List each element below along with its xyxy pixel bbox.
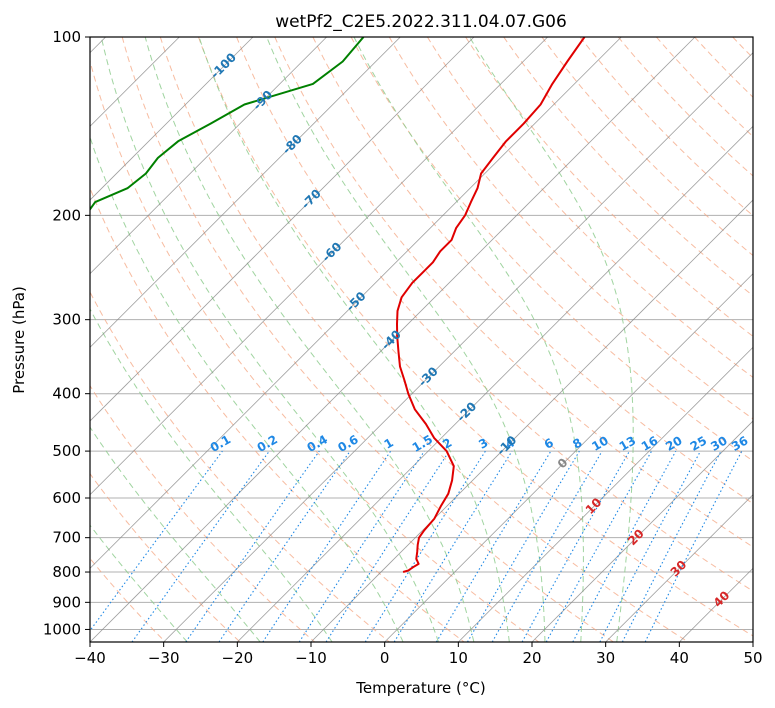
isotherm-line — [90, 37, 622, 569]
mixing-ratio-line — [325, 450, 450, 642]
dry-adiabat-line — [465, 37, 753, 337]
dry-adiabat-line — [236, 37, 753, 592]
isotherm-line — [310, 199, 753, 642]
x-tick-label: −20 — [222, 649, 254, 667]
mixing-ratio-line — [185, 450, 320, 642]
dry-adiabat-line — [312, 37, 753, 505]
plot-frame — [89, 36, 754, 643]
dry-adiabat-line — [90, 291, 390, 642]
dry-adiabat-line — [121, 37, 614, 642]
dry-adiabat-line — [90, 186, 465, 642]
y-tick-label: 400 — [52, 385, 81, 403]
y-tick-label: 700 — [52, 529, 81, 547]
x-tick-label: 50 — [743, 649, 762, 667]
isotherm-line — [90, 37, 327, 275]
mixing-ratio-line — [572, 450, 677, 642]
x-tick-label: 20 — [522, 649, 541, 667]
isotherm-line — [163, 52, 753, 642]
isotherm-line — [237, 125, 753, 642]
x-axis-title: Temperature (°C) — [355, 679, 485, 697]
isotherm-line — [90, 37, 548, 496]
x-tick-label: −30 — [148, 649, 180, 667]
chart-title: wetPf2_C2E5.2022.311.04.07.G06 — [275, 12, 567, 32]
mixing-ratio-line — [131, 450, 270, 642]
background-lines-layer — [90, 37, 753, 642]
y-tick-label: 800 — [52, 563, 81, 581]
mixing-ratio-line — [393, 450, 513, 642]
moist-adiabat-line — [198, 37, 510, 642]
mixing-ratio-line — [644, 450, 743, 642]
y-axis: 100 200 300 400 500 600 700 800 900 1000 — [43, 28, 90, 638]
y-tick-label: 500 — [52, 442, 81, 460]
moist-adiabat-line — [90, 135, 404, 642]
mixing-ratio-line — [521, 450, 630, 642]
mixing-ratio-line — [218, 450, 351, 642]
dry-adiabat-line — [541, 37, 753, 257]
y-tick-label: 600 — [52, 489, 81, 507]
moist-adiabat-line — [144, 37, 475, 642]
y-axis-title: Pressure (hPa) — [10, 286, 28, 394]
dry-adiabat-line — [90, 59, 540, 642]
moist-adiabat-line — [90, 426, 261, 642]
moist-adiabat-line — [90, 524, 188, 642]
isotherm-line — [458, 346, 753, 642]
dry-adiabat-line — [579, 37, 753, 217]
dry-adiabat-line — [198, 37, 753, 637]
isotherm-line — [531, 420, 753, 642]
y-tick-label: 300 — [52, 311, 81, 329]
y-tick-label: 200 — [52, 206, 81, 224]
temperature-profile-line — [396, 37, 586, 573]
x-tick-label: 10 — [449, 649, 468, 667]
isotherm-line — [90, 37, 696, 642]
isotherm-line — [605, 494, 753, 642]
dry-adiabat-line — [159, 37, 689, 642]
plot-background — [90, 37, 753, 642]
mixing-ratio-line — [298, 450, 425, 642]
y-tick-label: 1000 — [43, 620, 81, 638]
x-tick-label: −40 — [74, 649, 106, 667]
isotherm-line — [90, 37, 254, 201]
isotherm-line — [384, 273, 753, 642]
x-axis: −40 −30 −20 −10 0 10 20 30 40 50 — [74, 642, 763, 667]
dry-adiabat-line — [388, 37, 753, 420]
x-tick-label: 0 — [380, 649, 390, 667]
dry-adiabat-line — [426, 37, 753, 378]
x-tick-label: −10 — [295, 649, 327, 667]
x-tick-label: 40 — [670, 649, 689, 667]
mixing-ratio-line — [90, 450, 223, 632]
series-layer — [90, 37, 586, 573]
dewpoint-profile-line — [90, 37, 365, 212]
isotherm-line — [90, 37, 475, 422]
isotherm-line — [90, 37, 401, 348]
y-tick-label: 100 — [52, 28, 81, 46]
moist-adiabat-line — [90, 308, 333, 642]
moist-adiabat-line — [353, 37, 584, 642]
x-tick-label: 30 — [596, 649, 615, 667]
y-tick-label: 900 — [52, 593, 81, 611]
moist-adiabat-line — [100, 37, 439, 642]
dry-adiabat-line — [274, 37, 753, 548]
dry-adiabat-line — [350, 37, 753, 462]
mixing-ratio-line — [262, 450, 392, 642]
mixing-ratio-line — [545, 450, 653, 642]
